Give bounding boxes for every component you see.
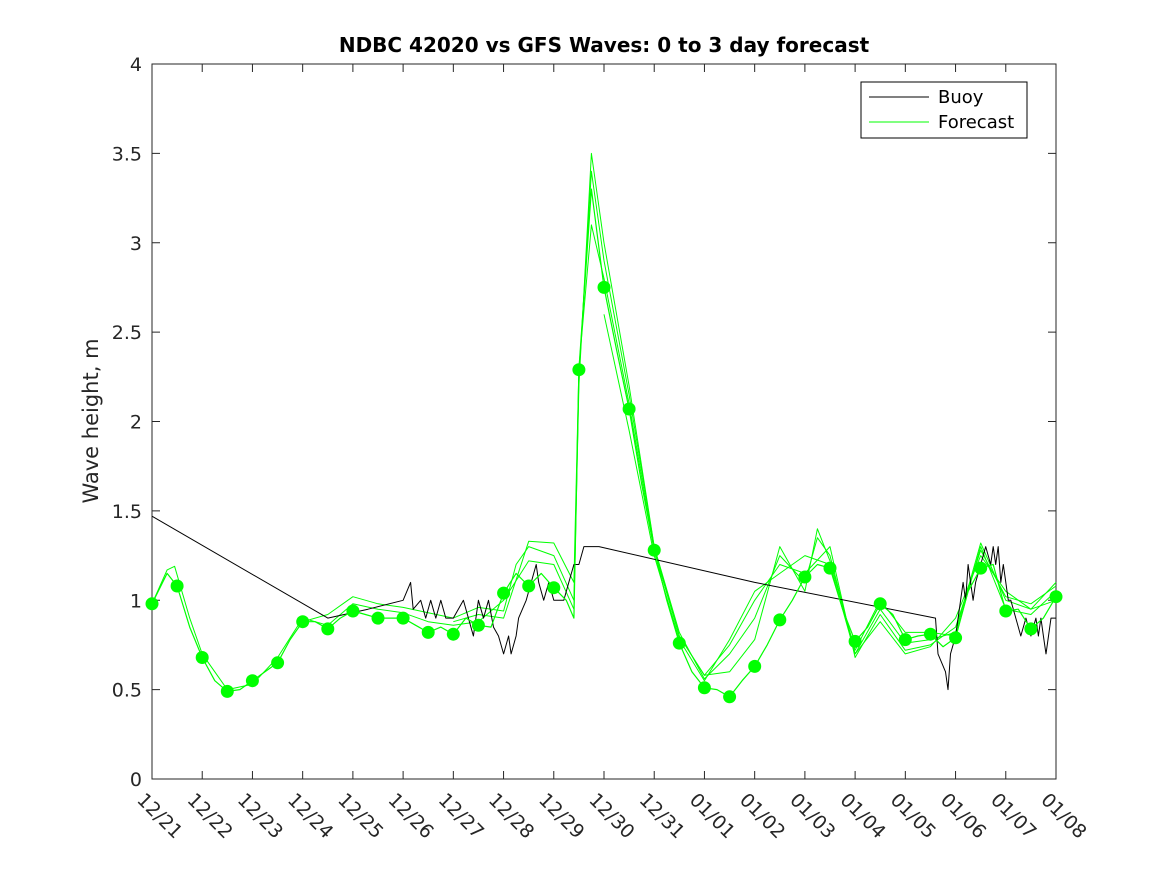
- legend-box: [860, 81, 1028, 139]
- forecast-marker: [748, 659, 762, 673]
- buoy-series-line: [151, 515, 1056, 691]
- forecast-marker: [949, 631, 963, 645]
- forecast-marker: [220, 684, 234, 698]
- forecast-variant-line-3: [453, 224, 1057, 676]
- forecast-marker: [672, 636, 686, 650]
- forecast-marker: [823, 561, 837, 575]
- forecast-marker: [647, 543, 661, 557]
- forecast-marker: [497, 586, 511, 600]
- plot-frame: [151, 63, 1057, 780]
- y-tick-label: 2: [130, 412, 142, 434]
- forecast-markers: [145, 280, 1063, 704]
- forecast-marker: [773, 613, 787, 627]
- forecast-marker: [848, 634, 862, 648]
- forecast-marker: [898, 633, 912, 647]
- forecast-marker: [446, 627, 460, 641]
- y-tick-label: 3.5: [112, 143, 142, 165]
- y-tick-label: 0: [130, 769, 142, 791]
- x-tick-label: 12/23: [233, 789, 287, 843]
- forecast-marker: [798, 570, 812, 584]
- x-tick-label: 01/07: [986, 789, 1040, 843]
- x-tick-label: 12/28: [484, 789, 538, 843]
- forecast-marker: [421, 625, 435, 639]
- y-tick-label: 3: [130, 233, 142, 255]
- forecast-marker: [346, 604, 360, 618]
- x-tick-label: 01/01: [685, 789, 739, 843]
- x-tick-label: 12/30: [584, 789, 638, 843]
- y-tick-label: 0.5: [112, 680, 142, 702]
- x-tick-label: 12/31: [635, 789, 689, 843]
- forecast-marker: [296, 615, 310, 629]
- forecast-marker: [145, 597, 159, 611]
- forecast-marker: [170, 579, 184, 593]
- forecast-marker: [1024, 622, 1038, 636]
- forecast-marker: [974, 561, 988, 575]
- legend: Buoy Forecast: [860, 81, 1028, 139]
- y-tick-label: 1: [130, 590, 142, 612]
- x-tick-label: 01/03: [785, 789, 839, 843]
- forecast-marker: [547, 581, 561, 595]
- forecast-marker: [999, 604, 1013, 618]
- forecast-marker: [471, 618, 485, 632]
- x-tick-label: 01/06: [936, 789, 990, 843]
- x-tick-label: 01/02: [735, 789, 789, 843]
- plot-area: 00.511.522.533.54 12/2112/2212/2312/2412…: [112, 54, 1091, 843]
- forecast-marker: [572, 363, 586, 377]
- y-axis: 0 0.5 1 1.5 2 2.5 3 3.5 4: [112, 54, 1056, 791]
- forecast-marker: [396, 611, 410, 625]
- x-tick-label: 12/25: [333, 789, 387, 843]
- y-axis-label: Wave height, m: [79, 338, 103, 503]
- y-tick-label: 1.5: [112, 501, 142, 523]
- forecast-marker: [1049, 590, 1063, 604]
- legend-forecast-label: Forecast: [938, 112, 1014, 133]
- y-tick-label: 4: [130, 54, 142, 76]
- forecast-marker: [697, 681, 711, 695]
- forecast-marker: [321, 622, 335, 636]
- x-tick-label: 01/08: [1036, 789, 1090, 843]
- x-tick-label: 12/27: [434, 789, 488, 843]
- forecast-marker: [522, 579, 536, 593]
- forecast-marker: [371, 611, 385, 625]
- forecast-marker: [597, 280, 611, 294]
- forecast-marker: [723, 690, 737, 704]
- x-tick-label: 12/22: [183, 789, 237, 843]
- x-tick-label: 12/24: [283, 789, 337, 843]
- x-tick-label: 12/29: [534, 789, 588, 843]
- forecast-marker: [245, 674, 259, 688]
- chart-title: NDBC 42020 vs GFS Waves: 0 to 3 day fore…: [339, 33, 870, 57]
- forecast-marker: [195, 651, 209, 664]
- x-tick-label: 12/21: [132, 789, 186, 843]
- forecast-marker: [873, 597, 887, 611]
- x-tick-label: 01/04: [836, 789, 890, 843]
- legend-buoy-label: Buoy: [938, 87, 984, 108]
- x-tick-label: 01/05: [886, 789, 940, 843]
- forecast-marker: [622, 402, 636, 416]
- x-tick-label: 12/26: [384, 789, 438, 843]
- forecast-marker: [923, 627, 937, 641]
- forecast-marker: [271, 656, 285, 670]
- y-tick-label: 2.5: [112, 322, 142, 344]
